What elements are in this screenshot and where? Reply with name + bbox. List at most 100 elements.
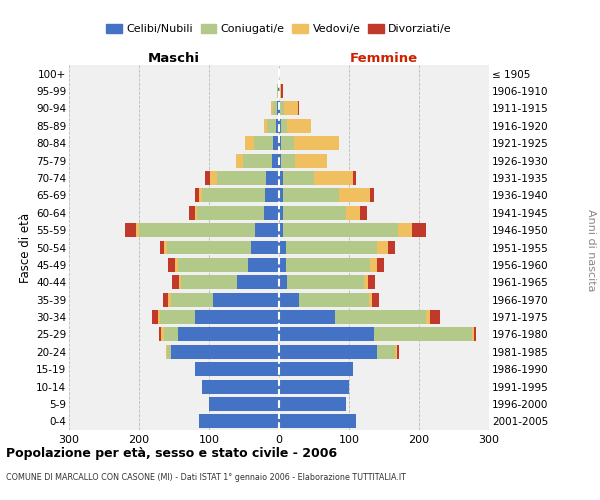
Bar: [279, 310, 335, 324]
Bar: [287, 276, 364, 289]
Bar: [368, 292, 372, 306]
Bar: [271, 102, 274, 116]
Bar: [209, 397, 279, 411]
Bar: [281, 136, 294, 150]
Bar: [372, 292, 379, 306]
Bar: [473, 328, 476, 342]
Bar: [314, 171, 353, 185]
Bar: [279, 240, 286, 254]
Bar: [199, 188, 202, 202]
Bar: [298, 102, 299, 116]
Bar: [202, 380, 279, 394]
Bar: [267, 119, 275, 133]
Bar: [274, 136, 279, 150]
Bar: [370, 258, 377, 272]
Bar: [279, 276, 287, 289]
Bar: [279, 223, 283, 237]
Bar: [275, 119, 279, 133]
Text: COMUNE DI MARCALLO CON CASONE (MI) - Dati ISTAT 1° gennaio 2006 - Elaborazione T: COMUNE DI MARCALLO CON CASONE (MI) - Dat…: [6, 472, 406, 482]
Bar: [163, 328, 178, 342]
Bar: [283, 223, 398, 237]
Bar: [279, 188, 283, 202]
Bar: [245, 136, 254, 150]
Bar: [169, 292, 170, 306]
Bar: [181, 276, 237, 289]
Bar: [160, 328, 161, 342]
Bar: [170, 292, 212, 306]
Bar: [279, 206, 283, 220]
Bar: [281, 84, 283, 98]
Bar: [178, 328, 279, 342]
Bar: [280, 102, 284, 116]
Bar: [279, 328, 373, 342]
Bar: [287, 119, 311, 133]
Text: Popolazione per età, sesso e stato civile - 2006: Popolazione per età, sesso e stato civil…: [6, 448, 337, 460]
Bar: [251, 240, 279, 254]
Bar: [430, 310, 440, 324]
Bar: [412, 223, 426, 237]
Bar: [283, 171, 314, 185]
Bar: [281, 154, 295, 168]
Y-axis label: Fasce di età: Fasce di età: [19, 212, 32, 282]
Bar: [152, 310, 158, 324]
Bar: [266, 171, 279, 185]
Bar: [136, 223, 139, 237]
Bar: [167, 345, 170, 358]
Bar: [195, 310, 279, 324]
Bar: [202, 188, 265, 202]
Bar: [274, 102, 277, 116]
Bar: [125, 223, 136, 237]
Bar: [205, 171, 211, 185]
Bar: [279, 380, 349, 394]
Bar: [281, 119, 287, 133]
Bar: [211, 171, 217, 185]
Bar: [279, 154, 281, 168]
Bar: [279, 84, 280, 98]
Text: Maschi: Maschi: [148, 52, 200, 65]
Bar: [248, 258, 279, 272]
Bar: [197, 206, 263, 220]
Bar: [237, 276, 279, 289]
Bar: [299, 292, 368, 306]
Bar: [295, 154, 326, 168]
Bar: [364, 276, 368, 289]
Bar: [167, 240, 251, 254]
Bar: [217, 171, 266, 185]
Bar: [359, 206, 367, 220]
Legend: Celibi/Nubili, Coniugati/e, Vedovi/e, Divorziati/e: Celibi/Nubili, Coniugati/e, Vedovi/e, Di…: [104, 22, 454, 36]
Bar: [170, 345, 279, 358]
Bar: [395, 345, 397, 358]
Bar: [242, 154, 272, 168]
Bar: [158, 310, 160, 324]
Bar: [169, 258, 175, 272]
Bar: [254, 223, 279, 237]
Bar: [426, 310, 430, 324]
Bar: [472, 328, 473, 342]
Bar: [388, 240, 395, 254]
Bar: [263, 206, 279, 220]
Bar: [139, 223, 254, 237]
Bar: [353, 171, 356, 185]
Bar: [377, 240, 388, 254]
Bar: [272, 154, 279, 168]
Bar: [279, 345, 377, 358]
Bar: [195, 362, 279, 376]
Bar: [163, 292, 169, 306]
Bar: [175, 258, 178, 272]
Bar: [398, 223, 412, 237]
Bar: [338, 188, 370, 202]
Bar: [199, 414, 279, 428]
Bar: [160, 240, 163, 254]
Bar: [172, 276, 179, 289]
Bar: [279, 171, 283, 185]
Bar: [370, 188, 373, 202]
Bar: [368, 276, 375, 289]
Bar: [280, 84, 281, 98]
Bar: [279, 136, 281, 150]
Bar: [279, 362, 353, 376]
Bar: [279, 414, 356, 428]
Bar: [160, 310, 195, 324]
Bar: [195, 206, 197, 220]
Bar: [163, 240, 167, 254]
Bar: [335, 310, 426, 324]
